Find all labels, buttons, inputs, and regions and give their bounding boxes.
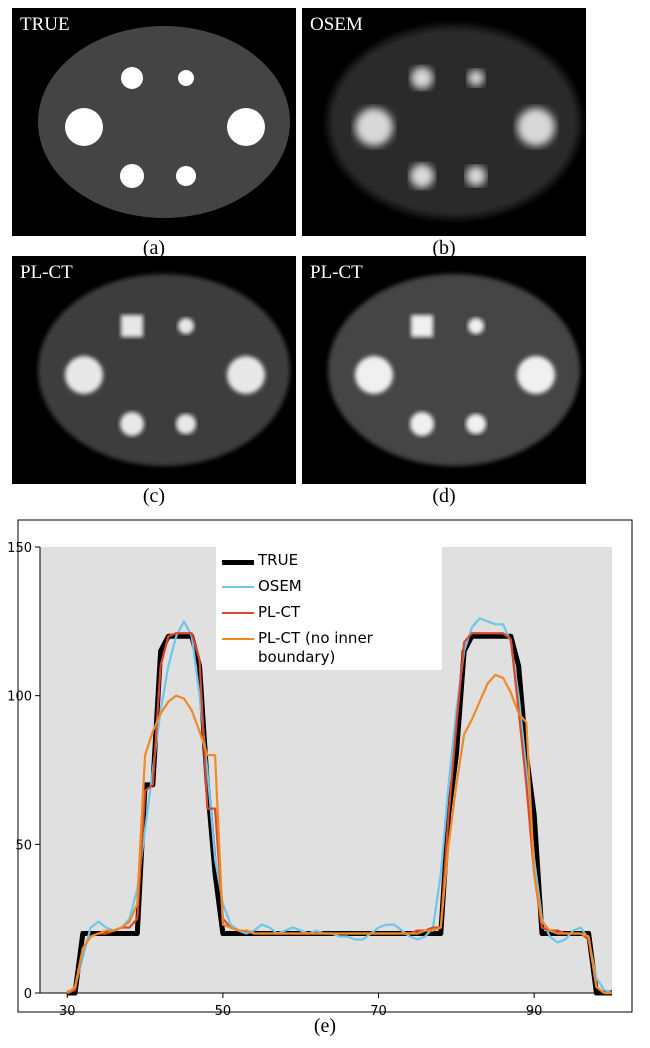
hot-spot — [411, 67, 433, 89]
hot-spot — [121, 67, 143, 89]
legend-swatch — [222, 586, 254, 588]
y-tick-label: 100 — [7, 690, 32, 705]
panel-caption: (c) — [143, 485, 165, 507]
hot-spot — [120, 164, 144, 188]
hot-spot — [410, 412, 434, 436]
image-panel: TRUE — [12, 8, 296, 236]
series-line — [66, 617, 613, 995]
y-tick-label: 50 — [15, 838, 32, 853]
panel-caption: (b) — [432, 237, 455, 259]
image-panel: PL-CT — [12, 256, 296, 484]
panel-label: OSEM — [310, 14, 363, 35]
panel-caption: (d) — [432, 485, 455, 507]
panel-caption: (a) — [143, 237, 165, 259]
hot-spot — [227, 108, 265, 146]
legend-label: OSEM — [258, 577, 302, 595]
hot-spot — [517, 108, 555, 146]
x-tick-label: 30 — [59, 1004, 76, 1019]
hot-spot — [178, 318, 194, 334]
hot-spot — [120, 412, 144, 436]
hot-spot — [410, 164, 434, 188]
hot-spot — [178, 70, 194, 86]
chart-frame — [17, 519, 633, 1013]
hot-spot — [466, 414, 486, 434]
hot-spot — [517, 356, 555, 394]
legend-label: PL-CT (no inner boundary) — [258, 629, 373, 666]
legend-item: PL-CT — [222, 603, 436, 622]
legend-item: OSEM — [222, 577, 436, 596]
panel-label: PL-CT — [310, 262, 363, 283]
legend-item: TRUE — [222, 551, 436, 570]
y-tick-label: 150 — [7, 541, 32, 556]
x-tick-label: 90 — [526, 1004, 543, 1019]
legend: TRUE OSEM PL-CT PL-CT (no inner boundary) — [216, 543, 442, 670]
phantom-body — [328, 274, 580, 466]
legend-swatch — [222, 560, 254, 565]
hot-spot — [468, 318, 484, 334]
x-tick-label: 70 — [370, 1004, 387, 1019]
phantom-body — [38, 26, 290, 218]
phantom-body — [328, 26, 580, 218]
image-panel: OSEM — [302, 8, 586, 236]
hot-spot — [227, 356, 265, 394]
x-tick-label: 50 — [215, 1004, 232, 1019]
y-tick-label: 0 — [24, 987, 32, 1002]
hot-spot — [65, 108, 103, 146]
hot-spot — [355, 356, 393, 394]
hot-spot — [355, 108, 393, 146]
legend-swatch — [222, 638, 254, 640]
figure-caption: (e) — [314, 1015, 336, 1037]
panel-label: TRUE — [20, 14, 70, 35]
hot-spot — [468, 70, 484, 86]
legend-swatch — [222, 612, 254, 614]
series-line — [66, 673, 612, 995]
hot-spot — [176, 166, 196, 186]
hot-spot — [176, 414, 196, 434]
image-panel: PL-CT — [302, 256, 586, 484]
legend-label: TRUE — [258, 551, 299, 569]
hot-spot — [466, 166, 486, 186]
legend-item: PL-CT (no inner boundary) — [222, 629, 436, 667]
panel-label: PL-CT — [20, 262, 73, 283]
hot-spot — [411, 315, 433, 337]
phantom-body — [38, 274, 290, 466]
legend-label: PL-CT — [258, 603, 301, 621]
hot-spot — [65, 356, 103, 394]
hot-spot — [121, 315, 143, 337]
